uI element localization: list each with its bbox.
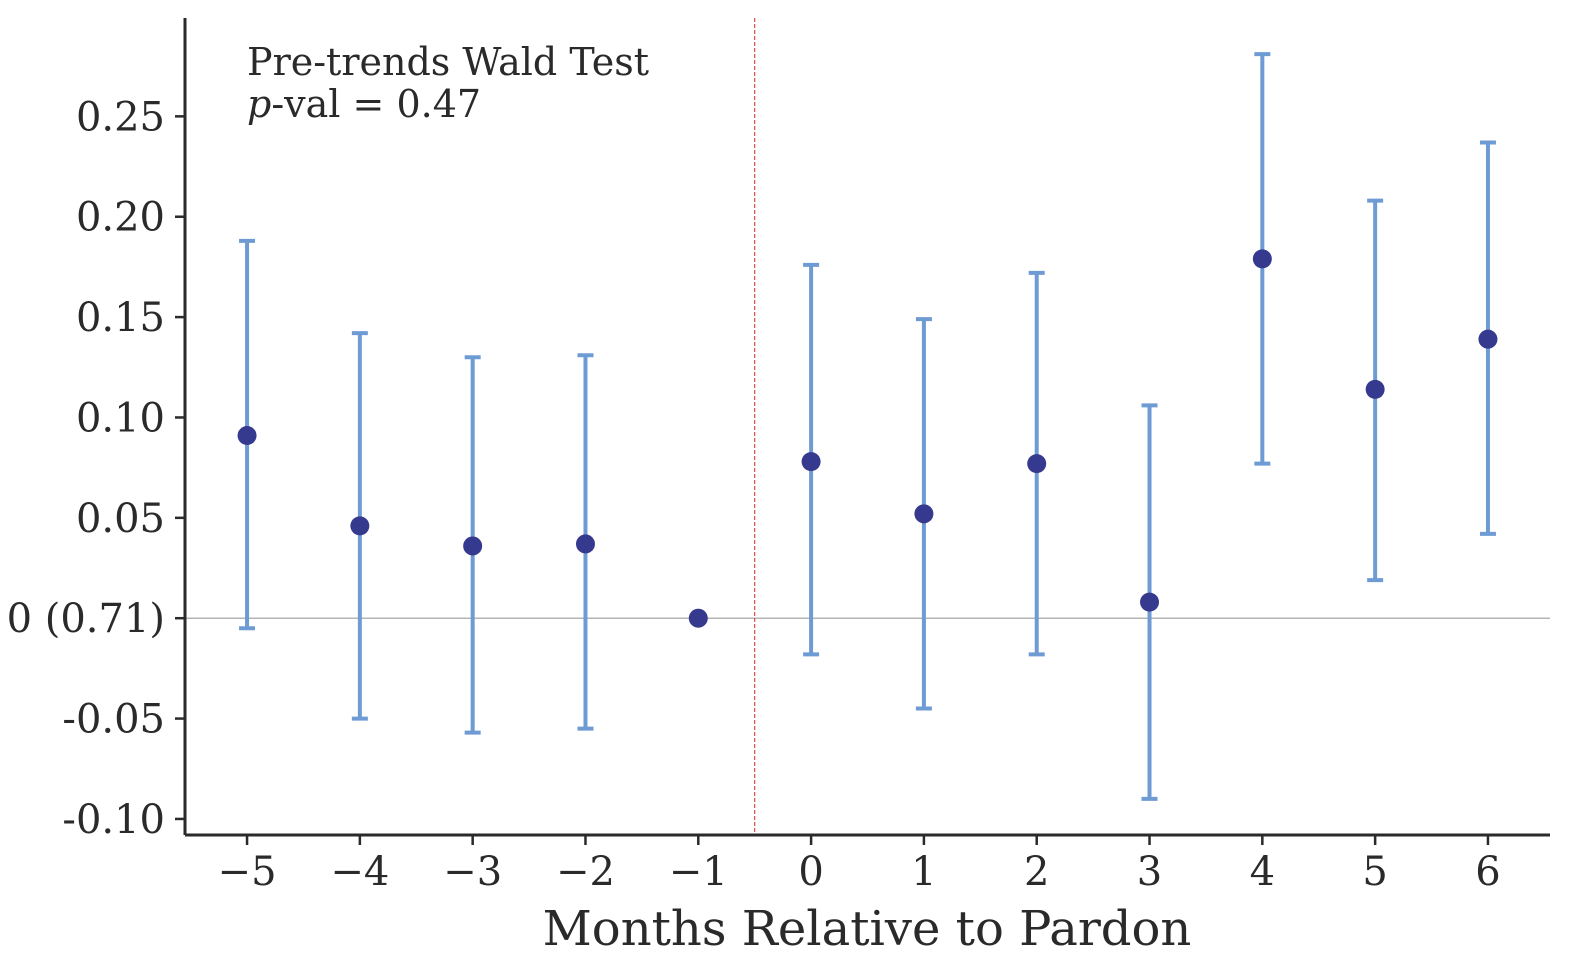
x-ticks: −5 −4 −3 −2 −1 0 1 2 3 4 5 6 — [218, 835, 1501, 895]
x-tick-label: −2 — [556, 849, 615, 895]
x-tick-label: 2 — [1024, 849, 1049, 895]
data-point — [914, 504, 934, 524]
y-tick-label: 0.20 — [76, 195, 165, 241]
data-point — [1478, 329, 1498, 349]
data-point — [575, 534, 595, 554]
data-point — [1252, 249, 1272, 269]
x-tick-label: 4 — [1250, 849, 1275, 895]
data-point — [688, 608, 708, 628]
y-tick-label: 0.25 — [76, 94, 165, 140]
data-point — [463, 536, 483, 556]
x-tick-label: −5 — [218, 849, 277, 895]
x-tick-label: −3 — [443, 849, 502, 895]
annotation-pvalue: p-val = 0.47 — [247, 82, 481, 126]
errorbar-layer — [239, 52, 1496, 801]
data-point — [1140, 592, 1160, 612]
y-tick-label: 0 (0.71) — [7, 596, 165, 642]
axes — [183, 18, 1550, 837]
x-tick-label: 3 — [1137, 849, 1162, 895]
data-point — [1027, 454, 1047, 474]
x-tick-label: 1 — [911, 849, 936, 895]
pretrend-annotation: Pre-trends Wald Test p-val = 0.47 — [247, 40, 649, 126]
x-tick-label: 0 — [798, 849, 823, 895]
y-tick-label: -0.05 — [62, 697, 165, 743]
y-tick-label: 0.15 — [76, 295, 165, 341]
annotation-title: Pre-trends Wald Test — [247, 40, 649, 84]
data-point — [801, 452, 821, 472]
y-tick-label: 0.10 — [76, 395, 165, 441]
data-point — [237, 426, 257, 446]
y-tick-label: 0.05 — [76, 496, 165, 542]
y-tick-label: -0.10 — [62, 797, 165, 843]
data-point — [350, 516, 370, 536]
x-tick-label: −1 — [669, 849, 728, 895]
x-tick-label: 5 — [1362, 849, 1387, 895]
x-axis-label: Months Relative to Pardon — [543, 901, 1192, 957]
data-point — [1365, 379, 1385, 399]
x-tick-label: 6 — [1475, 849, 1500, 895]
x-tick-label: −4 — [330, 849, 389, 895]
y-ticks: -0.10 -0.05 0 (0.71) 0.05 0.10 0.15 0.20 0.25 — [7, 94, 185, 843]
point-layer — [237, 249, 1498, 628]
